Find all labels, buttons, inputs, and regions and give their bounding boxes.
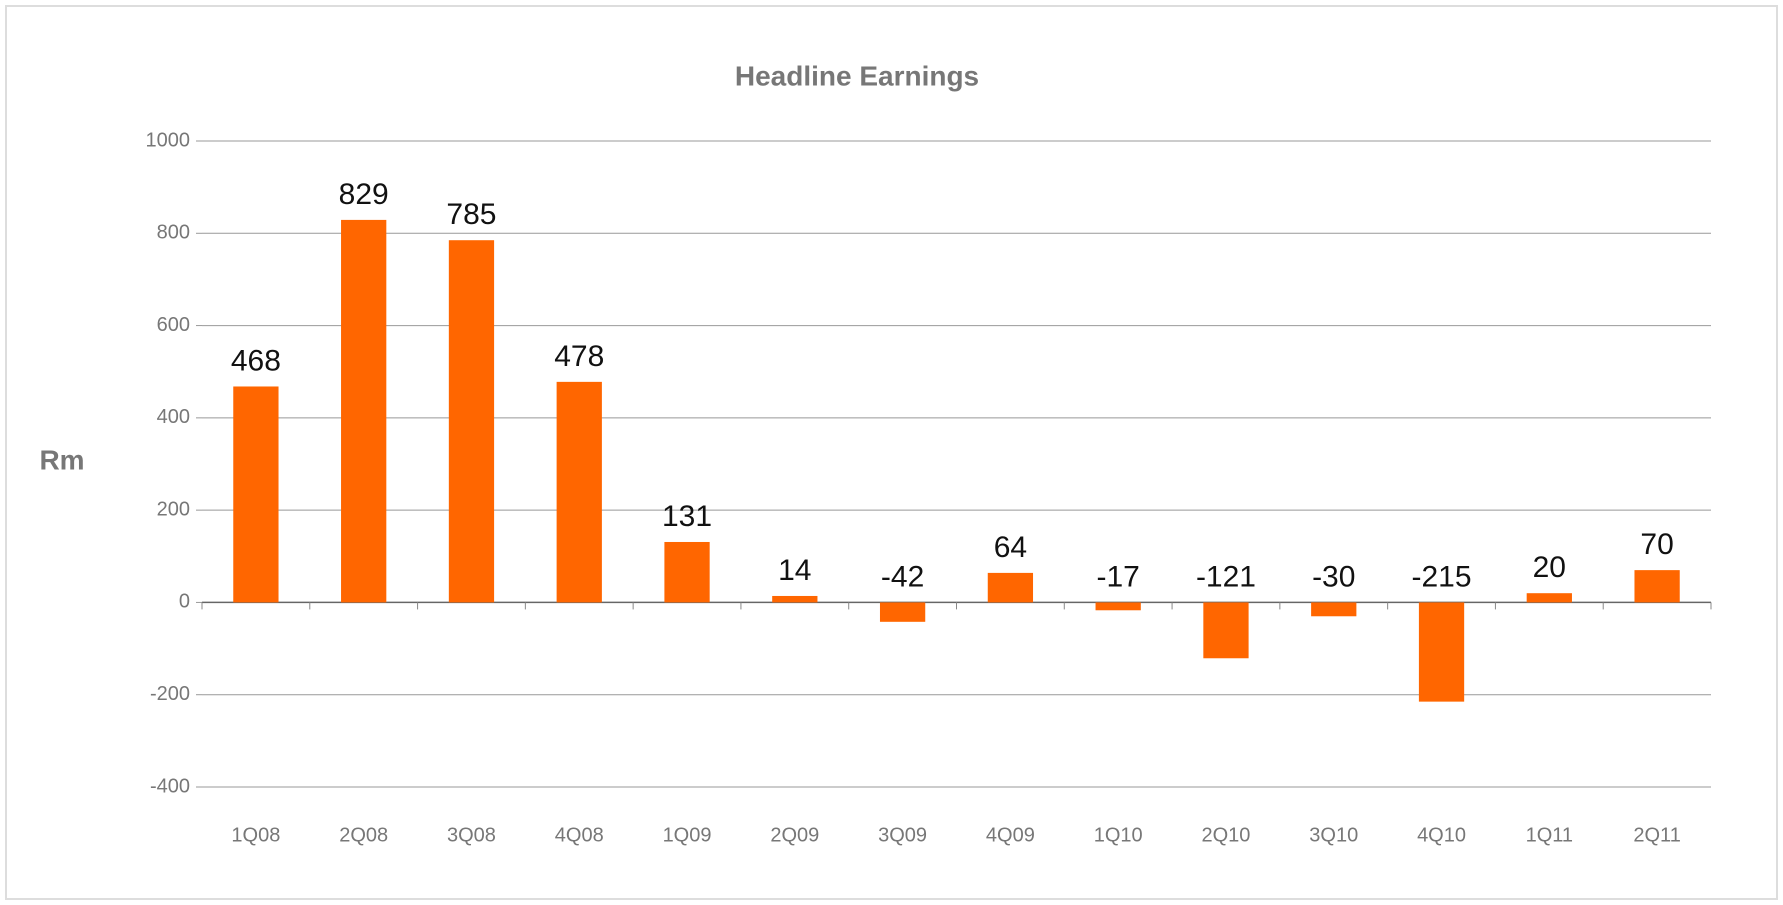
y-tick-label: -400 [150,775,190,797]
data-label: 478 [554,340,604,373]
x-tick-label: 2Q10 [1201,824,1250,846]
data-label: 20 [1533,551,1566,584]
y-tick-label: 800 [157,222,190,244]
y-tick-label: 200 [157,498,190,520]
data-label: 14 [778,554,811,587]
x-tick-label: 1Q11 [1526,824,1573,846]
bar [556,381,602,603]
x-tick-label: 3Q09 [878,824,927,846]
x-tick-label: 3Q10 [1309,824,1358,846]
data-label: 131 [662,500,712,533]
y-tick-label: -200 [150,683,190,705]
data-label: -215 [1412,560,1472,593]
x-tick-label: 1Q10 [1094,824,1143,846]
y-tick-label: 0 [179,591,190,613]
y-tick-label: 600 [157,314,190,336]
x-tick-label: 2Q11 [1633,824,1680,846]
x-tick-label: 4Q10 [1417,824,1466,846]
bar [1526,593,1572,603]
data-label: 70 [1640,528,1673,561]
bar [1095,602,1141,611]
y-tick-label: 1000 [146,129,191,151]
data-label: 64 [994,531,1027,564]
x-tick-label: 4Q08 [555,824,604,846]
chart-frame [5,5,1778,900]
data-label: 829 [339,178,389,211]
bar [233,386,279,603]
x-tick-label: 3Q08 [447,824,496,846]
x-tick-label: 1Q08 [231,824,280,846]
x-tick-label: 4Q09 [986,824,1035,846]
bar [1418,602,1465,702]
data-label: 468 [231,344,281,377]
y-tick-label: 400 [157,406,190,428]
x-tick-label: 2Q09 [770,824,819,846]
data-label: 785 [446,198,496,231]
bar [879,602,926,622]
y-axis-title: Rm [39,444,84,475]
data-label: -17 [1096,560,1139,593]
bar [448,240,495,603]
bar [987,572,1034,603]
x-tick-label: 1Q09 [663,824,712,846]
bar [1634,570,1680,603]
x-tick-label: 2Q08 [339,824,388,846]
data-label: -121 [1196,560,1256,593]
chart-title: Headline Earnings [735,60,979,91]
bar [664,541,710,603]
bar [772,595,818,603]
bar [341,219,387,603]
data-label: -42 [881,560,924,593]
data-label: -30 [1312,560,1355,593]
bar [1203,602,1249,659]
bar [1311,602,1357,617]
